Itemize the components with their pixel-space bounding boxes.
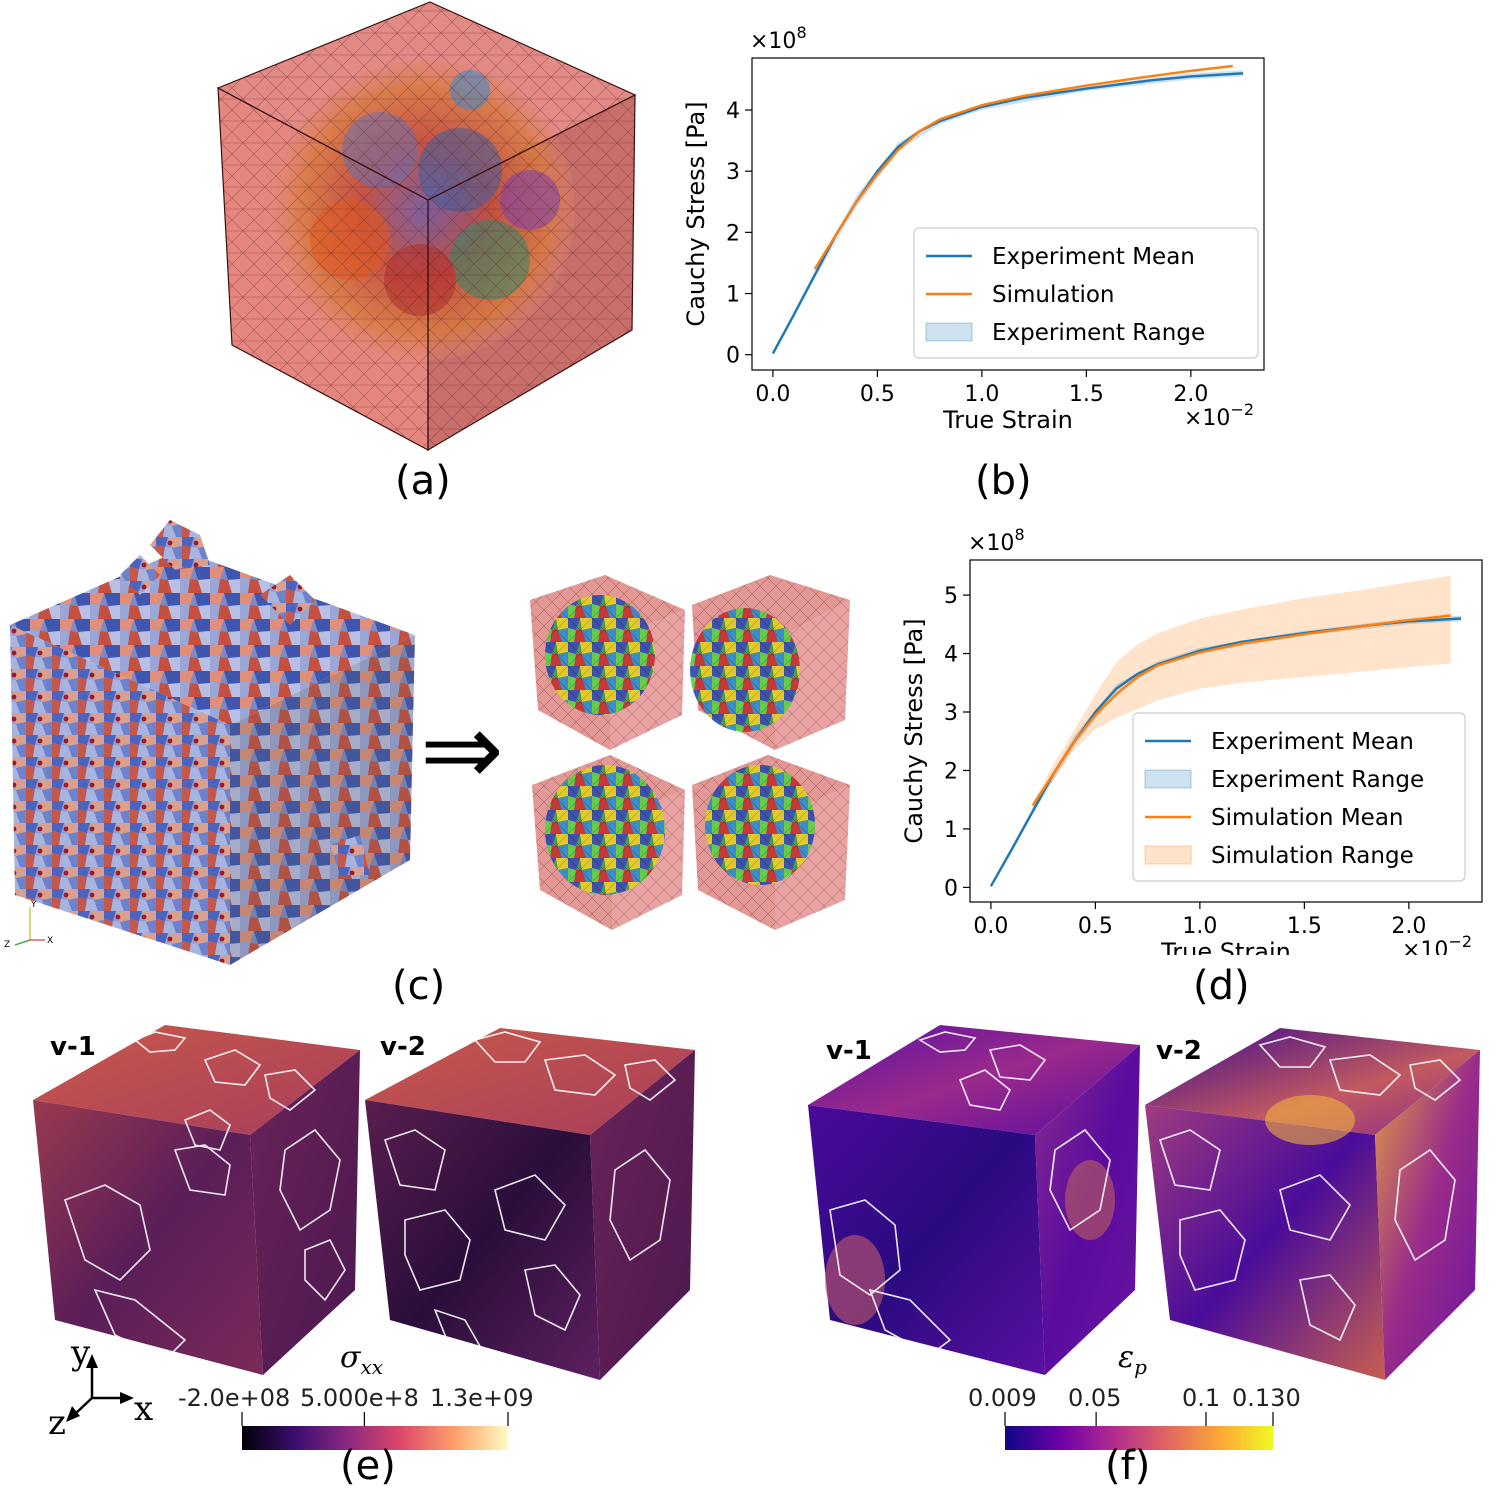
subdomain-cube-2 <box>690 575 850 750</box>
colorbar-f-tick-4: 0.130 <box>1232 1384 1301 1412</box>
chart-d-xlabel: True Strain <box>1160 938 1291 955</box>
axis-triad: y x z <box>48 1333 153 1440</box>
chart-b-legend-swatch <box>925 322 973 342</box>
colorbar-e <box>241 1412 509 1450</box>
chart-d-y-multiplier: ×108 <box>968 525 1025 556</box>
chart-d-legend-label: Simulation Mean <box>1211 805 1404 831</box>
chart-b-legend-label: Experiment Mean <box>992 244 1195 270</box>
chart-d-xtick-label: 0.0 <box>973 914 1008 939</box>
mini-triad-z-label: Z <box>4 940 10 950</box>
panel-c-microstructure-volume: Y X Z <box>4 520 415 965</box>
panel-d-stress-strain-chart: 0.0 0.5 1.0 1.5 2.0 0 1 2 3 4 5 True Strain Cauchy S… <box>900 525 1483 955</box>
chart-d-legend-label: Experiment Range <box>1211 767 1424 793</box>
stress-cube-v1 <box>33 1025 360 1375</box>
triad-y-label: y <box>70 1333 91 1373</box>
chart-d-legend-frame <box>1132 712 1466 882</box>
chart-b-ylabel: Cauchy Stress [Pa] <box>682 101 710 326</box>
colorbar-e-title: σxx <box>340 1340 384 1379</box>
panel-label-d: (d) <box>1193 963 1250 1009</box>
strain-cube-v1 <box>808 1025 1140 1375</box>
chart-b-ytick-label: 0 <box>726 344 740 369</box>
panel-c-subdomain-cubes <box>530 575 850 930</box>
chart-b-x-multiplier: ×10−2 <box>1184 400 1254 431</box>
chart-d-ylabel: Cauchy Stress [Pa] <box>900 618 928 843</box>
chart-b-ytick-label: 3 <box>726 160 740 185</box>
chart-d-xtick-label: 2.0 <box>1391 914 1426 939</box>
chart-d-legend-label: Simulation Range <box>1211 843 1414 869</box>
chart-d-legend: Experiment Mean Experiment Range Simulatio… <box>1132 712 1466 882</box>
colorbar-e-tick-min: -2.0e+08 <box>178 1384 291 1412</box>
panel-a-mesh-cube <box>216 1 637 452</box>
mini-triad-x-label: X <box>47 936 53 946</box>
stress-cube-v2 <box>365 1028 695 1380</box>
panel-label-e: (e) <box>340 1443 396 1489</box>
chart-b-line-simulation <box>813 64 1233 270</box>
chart-b-xtick-label: 2.0 <box>1173 382 1208 407</box>
chart-b-legend-label: Simulation <box>992 282 1115 308</box>
subdomain-cube-3 <box>532 755 685 930</box>
panel-b-stress-strain-chart: 0.0 0.5 1.0 1.5 2.0 0 1 2 3 4 True Strain Cauchy St… <box>682 23 1265 434</box>
chart-d-xtick-label: 1.5 <box>1287 914 1322 939</box>
chart-b-xtick-label: 0.0 <box>755 382 790 407</box>
chart-d-frame <box>969 559 1483 903</box>
colorbar-e-tick-max: 1.3e+09 <box>430 1384 534 1412</box>
panel-label-f: (f) <box>1105 1443 1151 1489</box>
chart-b-xlabel: True Strain <box>942 406 1073 434</box>
colorbar-e-tick-mid: 5.000e+8 <box>300 1384 419 1412</box>
colorbar-f-tick-1: 0.009 <box>968 1384 1037 1412</box>
chart-b-legend-label: Experiment Range <box>992 320 1205 346</box>
chart-d-x-multiplier: ×10−2 <box>1402 932 1472 955</box>
chart-d-band-simulation-range <box>1032 575 1451 809</box>
chart-b-xtick-label: 0.5 <box>860 382 895 407</box>
chart-d-xtick-label: 1.0 <box>1182 914 1217 939</box>
volume-right-face <box>230 635 415 965</box>
chart-b-ytick-label: 4 <box>726 99 740 124</box>
chart-d-line-simulation-mean <box>1031 614 1451 807</box>
volume-left-face <box>10 625 230 965</box>
triad-z-label: z <box>48 1403 66 1440</box>
chart-b-legend-frame <box>913 227 1259 359</box>
view-label-f-v1: v-1 <box>826 1036 872 1066</box>
colorbar-f-gradient <box>1005 1426 1273 1450</box>
chart-b-ytick-label: 1 <box>726 283 740 308</box>
chart-d-legend-swatch <box>1144 845 1192 865</box>
mini-axis-triad: Y X Z <box>4 900 53 950</box>
view-label-e-v2: v-2 <box>380 1032 426 1062</box>
chart-b-ytick-label: 2 <box>726 221 740 246</box>
chart-d-ytick-label: 3 <box>944 701 958 726</box>
panel-e-stress-field-cubes <box>33 1025 695 1380</box>
volume-top-face <box>10 550 415 725</box>
chart-d-ytick-label: 1 <box>944 818 958 843</box>
chart-d-legend-swatch <box>1144 769 1192 789</box>
mini-triad-y-label: Y <box>30 900 37 910</box>
colorbar-e-gradient <box>242 1426 508 1450</box>
colorbar-f-tick-3: 0.1 <box>1182 1384 1221 1412</box>
panel-label-b: (b) <box>975 458 1032 504</box>
chart-d-ytick-label: 2 <box>944 759 958 784</box>
view-label-e-v1: v-1 <box>50 1032 96 1062</box>
chart-b-legend: Experiment Mean Simulation Experiment Rang… <box>913 227 1259 359</box>
triad-x-label: x <box>134 1389 153 1429</box>
chart-d-legend-label: Experiment Mean <box>1211 729 1414 755</box>
colorbar-f <box>1004 1412 1274 1450</box>
subdomain-cube-1 <box>530 575 685 750</box>
panel-f-plastic-strain-cubes <box>808 1025 1480 1380</box>
partition-arrow: ⇒ <box>420 691 504 808</box>
chart-b-xtick-label: 1.0 <box>964 382 999 407</box>
chart-d-ytick-label: 0 <box>944 876 958 901</box>
panel-label-a: (a) <box>395 458 451 504</box>
chart-d-xtick-label: 0.5 <box>1078 914 1113 939</box>
chart-b-y-multiplier: ×108 <box>750 23 807 54</box>
subdomain-cube-4 <box>692 755 850 930</box>
chart-b-xtick-label: 1.5 <box>1069 382 1104 407</box>
chart-b-frame <box>751 57 1265 371</box>
colorbar-f-title: εp <box>1118 1340 1147 1379</box>
colorbar-f-tick-2: 0.05 <box>1068 1384 1122 1412</box>
chart-d-ytick-label: 4 <box>944 643 958 668</box>
view-label-f-v2: v-2 <box>1156 1036 1202 1066</box>
panel-label-c: (c) <box>392 963 446 1009</box>
strain-cube-v2 <box>1145 1028 1480 1380</box>
chart-d-ytick-label: 5 <box>944 584 958 609</box>
